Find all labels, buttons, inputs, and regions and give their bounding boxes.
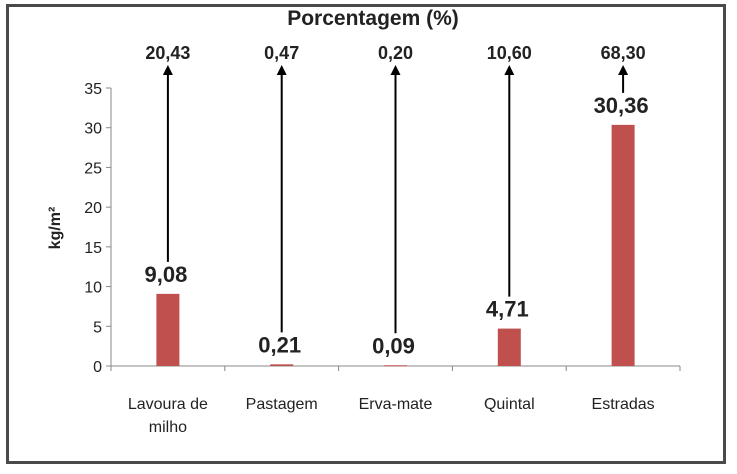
percent-label: 68,30 [601,43,646,63]
plot-area: 0 5 10 15 20 25 30 35 9,08 20,43 Lavoura de milho 0,… [84,43,681,436]
y-tick-label: 30 [84,121,102,138]
y-tick-label: 15 [84,240,102,257]
y-tick-label: 35 [84,81,102,98]
y-tick-label: 0 [93,359,102,376]
percent-label: 10,60 [487,43,532,63]
y-tick-label: 10 [84,280,102,297]
y-tick-label: 5 [93,319,102,336]
bar-value-label: 4,71 [486,297,529,322]
bar-5 [611,124,635,366]
percent-label: 0,47 [264,43,299,63]
bar-2 [270,364,294,366]
x-tick-label: Estradas [592,396,655,413]
bar-value-label: 0,21 [258,332,301,357]
bar-3 [384,365,407,367]
x-tick-label: Erva-mate [359,396,433,413]
bar-1 [156,293,180,366]
x-tick-label: Pastagem [246,396,318,413]
y-tick-label: 25 [84,160,102,177]
bar-value-label: 30,36 [594,93,649,118]
chart-frame [6,4,726,464]
y-axis-label: kg/m² [47,207,64,250]
bar-4 [497,328,521,366]
bar-value-label: 0,09 [372,333,415,358]
chart-title: Porcentagem (%) [287,7,459,30]
percent-label: 20,43 [145,43,190,63]
percent-label: 0,20 [378,43,413,63]
svg-text:kg/m²: kg/m² [47,207,64,250]
x-tick-label: Quintal [484,396,535,413]
x-tick-label: Lavoura de [128,396,208,413]
y-tick-label: 20 [84,200,102,217]
x-tick-label: milho [149,419,187,436]
bar-value-label: 9,08 [144,262,187,287]
